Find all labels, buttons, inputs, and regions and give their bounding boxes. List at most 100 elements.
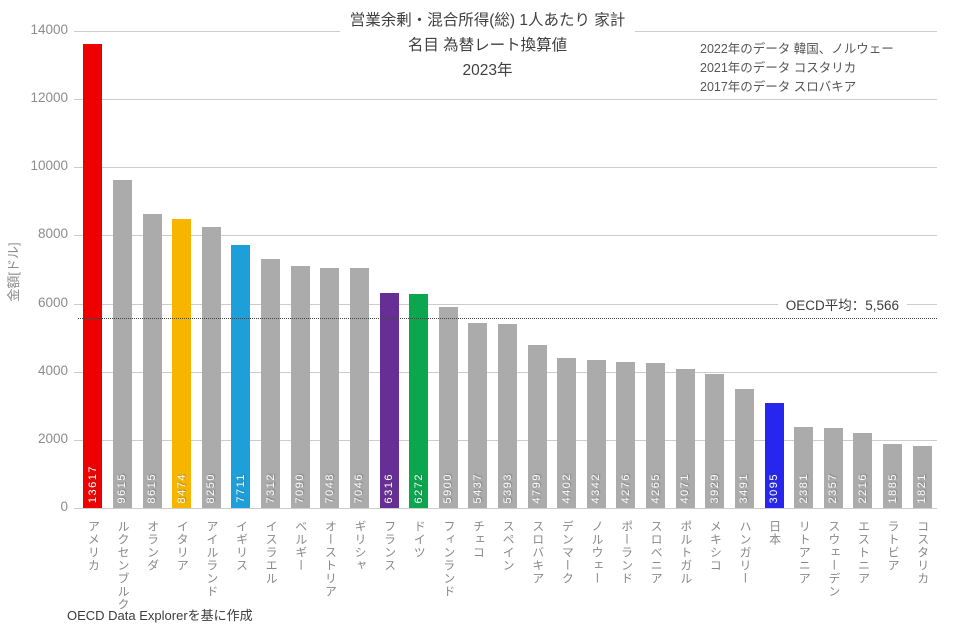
ytick-label: 0 <box>60 499 68 514</box>
bar-value-label: 13617 <box>86 464 99 503</box>
bar: 4265 <box>646 362 666 508</box>
bar-value-label: 5437 <box>471 472 484 503</box>
bar-value-label: 8250 <box>205 472 218 503</box>
gridline <box>74 99 937 101</box>
gridline <box>74 235 937 237</box>
category-label: フィンランド <box>441 520 456 598</box>
bar: 7312 <box>261 258 281 508</box>
chart-title-line-2: 名目 為替レート換算値 <box>407 37 568 54</box>
bar-value-label: 8615 <box>146 472 159 503</box>
bar-value-label: 7048 <box>323 472 336 503</box>
bar: 7048 <box>320 267 340 508</box>
bar-value-label: 4265 <box>649 472 662 503</box>
category-label: コスタリカ <box>915 520 930 585</box>
category-slot: フィンランド <box>433 520 463 598</box>
category-slot: イスラエル <box>256 520 286 585</box>
category-slot: ポーランド <box>611 520 641 585</box>
category-label: スロベニア <box>649 520 664 585</box>
category-label: ポーランド <box>619 520 634 585</box>
bar: 3095 <box>764 402 784 508</box>
category-slot: リトアニア <box>789 520 819 585</box>
bar-value-label: 3095 <box>768 472 781 503</box>
bar-value-label: 7046 <box>353 472 366 503</box>
chart-title: 営業余剰・混合所得(総) 1人あたり 家計 名目 為替レート換算値 2023年 <box>339 8 636 83</box>
category-slot: ギリシャ <box>345 520 375 572</box>
category-label: ポルトガル <box>678 520 693 585</box>
category-label: アメリカ <box>86 520 101 572</box>
category-slot: ルクセンブルク <box>108 520 138 611</box>
bar-value-label: 3491 <box>738 472 751 503</box>
ytick-label: 10000 <box>30 158 68 174</box>
data-year-notes: 2022年のデータ 韓国、ノルウェー 2021年のデータ コスタリカ 2017年… <box>700 40 894 97</box>
bar: 5437 <box>468 322 488 508</box>
category-label: アイルランド <box>204 520 219 598</box>
category-label: スウェーデン <box>826 520 841 598</box>
bar: 1885 <box>883 443 903 508</box>
category-slot: ハンガリー <box>730 520 760 585</box>
chart-title-line-1: 営業余剰・混合所得(総) 1人あたり 家計 <box>349 12 626 29</box>
category-label: フランス <box>382 520 397 572</box>
category-slot: ベルギー <box>285 520 315 572</box>
bar: 4276 <box>616 362 636 508</box>
bar-value-label: 6316 <box>383 472 396 503</box>
bar-value-label: 4276 <box>619 472 632 503</box>
category-label: ドイツ <box>412 520 427 559</box>
bar: 2381 <box>794 426 814 508</box>
bar-value-label: 2216 <box>856 472 869 503</box>
ytick-label: 14000 <box>30 22 68 37</box>
bar: 8474 <box>172 219 192 508</box>
bar-value-label: 7312 <box>264 472 277 503</box>
bar-value-label: 4071 <box>679 472 692 503</box>
category-label: リトアニア <box>797 520 812 585</box>
category-label: チェコ <box>471 520 486 559</box>
bar-value-label: 5900 <box>442 472 455 503</box>
category-label: ハンガリー <box>738 520 753 585</box>
category-slot: ラトビア <box>878 520 908 572</box>
category-label: ノルウェー <box>589 520 604 585</box>
category-slot: スロバキア <box>522 520 552 585</box>
category-slot: 日本 <box>759 520 789 546</box>
ytick-label: 2000 <box>37 430 68 446</box>
chart-title-line-3: 2023年 <box>462 62 513 79</box>
category-slot: チェコ <box>463 520 493 559</box>
category-slot: デンマーク <box>552 520 582 585</box>
category-label: イタリア <box>175 520 190 572</box>
bar: 1821 <box>912 445 932 508</box>
bar: 4071 <box>675 369 695 508</box>
category-axis: アメリカ ルクセンブルク オランダ イタリア アイルランド イギリス イスラエル ベルギー オー… <box>78 520 937 625</box>
category-slot: スウェーデン <box>819 520 849 598</box>
bar: 3929 <box>705 374 725 508</box>
category-slot: オーストリア <box>315 520 345 598</box>
ytick-label: 12000 <box>30 90 68 106</box>
bar-value-label: 2357 <box>827 472 840 503</box>
category-slot: オランダ <box>137 520 167 572</box>
bar: 5900 <box>438 306 458 508</box>
category-slot: イギリス <box>226 520 256 572</box>
source-note: OECD Data Explorerを基に作成 <box>67 608 253 623</box>
gridline <box>74 508 937 509</box>
category-label: ベルギー <box>293 520 308 572</box>
category-slot: イタリア <box>167 520 197 572</box>
category-label: オーストリア <box>323 520 338 598</box>
category-slot: フランス <box>374 520 404 572</box>
bar-value-label: 7711 <box>234 473 247 503</box>
gridline <box>74 167 937 169</box>
bar-value-label: 9615 <box>116 472 129 503</box>
bar: 4342 <box>586 360 606 508</box>
bar: 7090 <box>290 266 310 508</box>
category-slot: アメリカ <box>78 520 108 572</box>
category-slot: メキシコ <box>700 520 730 572</box>
bar-value-label: 5393 <box>501 472 514 503</box>
bar: 6272 <box>409 294 429 508</box>
category-slot: スペイン <box>493 520 523 572</box>
category-slot: ドイツ <box>404 520 434 559</box>
bar: 4799 <box>527 344 547 508</box>
category-slot: スロベニア <box>641 520 671 585</box>
category-slot: エストニア <box>848 520 878 585</box>
bar: 2216 <box>853 432 873 508</box>
category-label: スペイン <box>501 520 516 572</box>
bar-value-label: 8474 <box>175 472 188 503</box>
category-slot: アイルランド <box>196 520 226 598</box>
oecd-average-line: OECD平均：5,566 <box>78 292 937 320</box>
bar: 2357 <box>823 427 843 508</box>
